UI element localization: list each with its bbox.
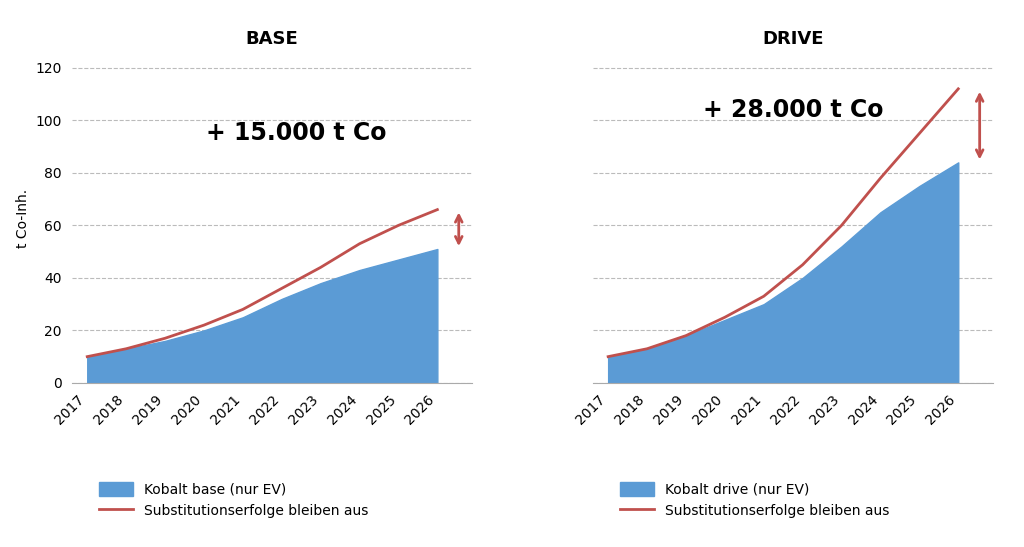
Legend: Kobalt base (nur EV), Substitutionserfolge bleiben aus: Kobalt base (nur EV), Substitutionserfol… xyxy=(98,482,369,519)
Title: BASE: BASE xyxy=(246,30,298,48)
Text: + 28.000 t Co: + 28.000 t Co xyxy=(702,98,883,123)
Text: + 15.000 t Co: + 15.000 t Co xyxy=(206,121,386,146)
Title: DRIVE: DRIVE xyxy=(762,30,823,48)
Legend: Kobalt drive (nur EV), Substitutionserfolge bleiben aus: Kobalt drive (nur EV), Substitutionserfo… xyxy=(620,482,890,519)
Y-axis label: t Co-Inh.: t Co-Inh. xyxy=(16,189,30,248)
